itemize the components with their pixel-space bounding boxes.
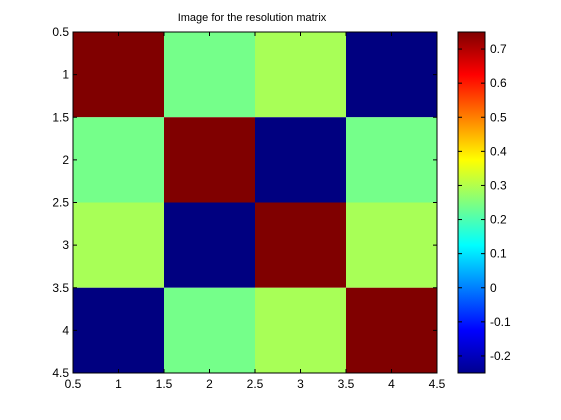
y-tick-label: 2	[62, 153, 69, 167]
colorbar-tick-label: 0.6	[490, 76, 507, 90]
y-tick-label: 3.5	[52, 281, 69, 295]
y-tick-label: 2.5	[52, 196, 69, 210]
heatmap-cell	[346, 32, 437, 118]
heatmap-cell	[73, 117, 164, 203]
heatmap-cell	[164, 32, 255, 118]
y-tick-label: 1.5	[52, 110, 69, 124]
heatmap-cell	[346, 287, 437, 373]
x-tick-label: 1.5	[156, 377, 173, 391]
colorbar-tick-label: 0	[490, 281, 497, 295]
heatmap-cell	[73, 202, 164, 288]
chart-title: Image for the resolution matrix	[178, 12, 327, 24]
heatmap-cell	[255, 202, 346, 288]
colorbar-tick-label: 0.7	[490, 42, 507, 56]
x-axis: 0.5 1 1.5 2 2.5 3 3.5 4 4.5	[65, 32, 446, 391]
heatmap-cell	[73, 287, 164, 373]
colorbar-tick-label: -0.2	[490, 349, 511, 363]
heatmap-cell	[346, 202, 437, 288]
x-tick-label: 1	[115, 377, 122, 391]
y-tick-label: 4.5	[52, 366, 69, 380]
y-tick-label: 3	[62, 238, 69, 252]
x-tick-label: 0.5	[65, 377, 82, 391]
colorbar-axis: -0.2 -0.1 0 0.1 0.2 0.3 0.4 0.5 0.6 0.7	[458, 42, 511, 363]
colorbar-tick-label: -0.1	[490, 315, 511, 329]
heatmap-cell	[255, 117, 346, 203]
colorbar-tick-label: 0.5	[490, 110, 507, 124]
colorbar	[457, 31, 486, 374]
y-tick-label: 0.5	[52, 25, 69, 39]
colorbar-tick-label: 0.3	[490, 178, 507, 192]
x-tick-label: 4	[388, 377, 395, 391]
heatmap-cells	[73, 32, 437, 373]
x-tick-label: 2.5	[247, 377, 264, 391]
heatmap-cell	[255, 32, 346, 118]
y-axis: 0.5 1 1.5 2 2.5 3 3.5 4 4.5	[52, 25, 437, 380]
x-tick-label: 3.5	[338, 377, 355, 391]
x-tick-label: 2	[206, 377, 213, 391]
heatmap-cell	[164, 287, 255, 373]
heatmap-cell	[255, 287, 346, 373]
x-tick-label: 3	[297, 377, 304, 391]
colorbar-tick-label: 0.4	[490, 144, 507, 158]
heatmap-cell	[73, 32, 164, 118]
heatmap-cell	[346, 117, 437, 203]
heatmap-cell	[164, 202, 255, 288]
colorbar-tick-label: 0.2	[490, 213, 507, 227]
y-tick-label: 1	[62, 68, 69, 82]
colorbar-tick-label: 0.1	[490, 247, 507, 261]
x-tick-label: 4.5	[429, 377, 446, 391]
heatmap-cell	[164, 117, 255, 203]
y-tick-label: 4	[62, 323, 69, 337]
